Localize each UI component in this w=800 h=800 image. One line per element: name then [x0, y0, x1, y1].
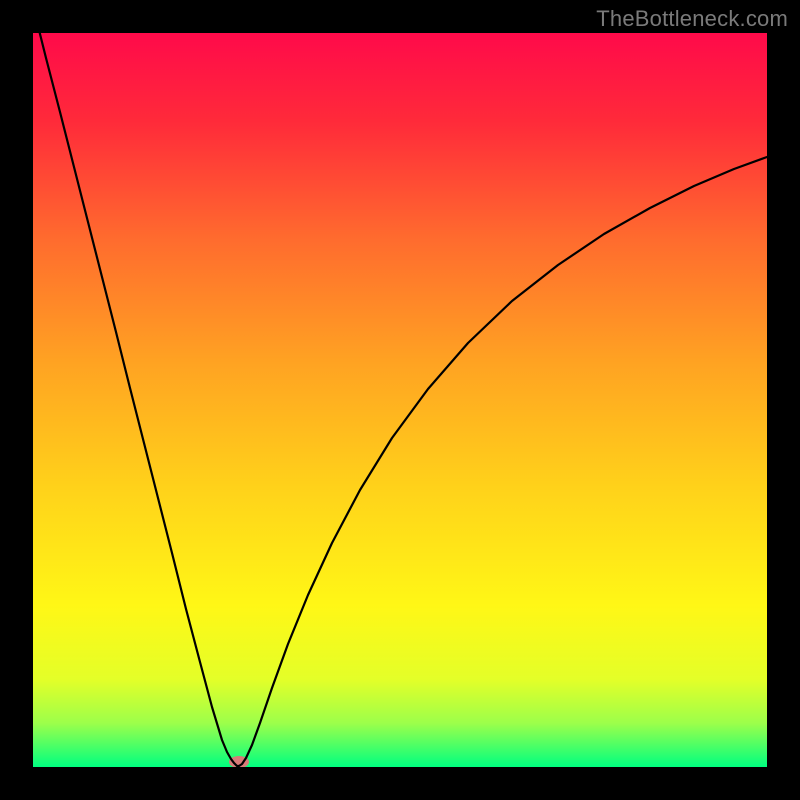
chart-container: TheBottleneck.com: [0, 0, 800, 800]
chart-background-gradient: [33, 33, 767, 767]
watermark-text: TheBottleneck.com: [596, 6, 788, 32]
bottleneck-chart: [0, 0, 800, 800]
